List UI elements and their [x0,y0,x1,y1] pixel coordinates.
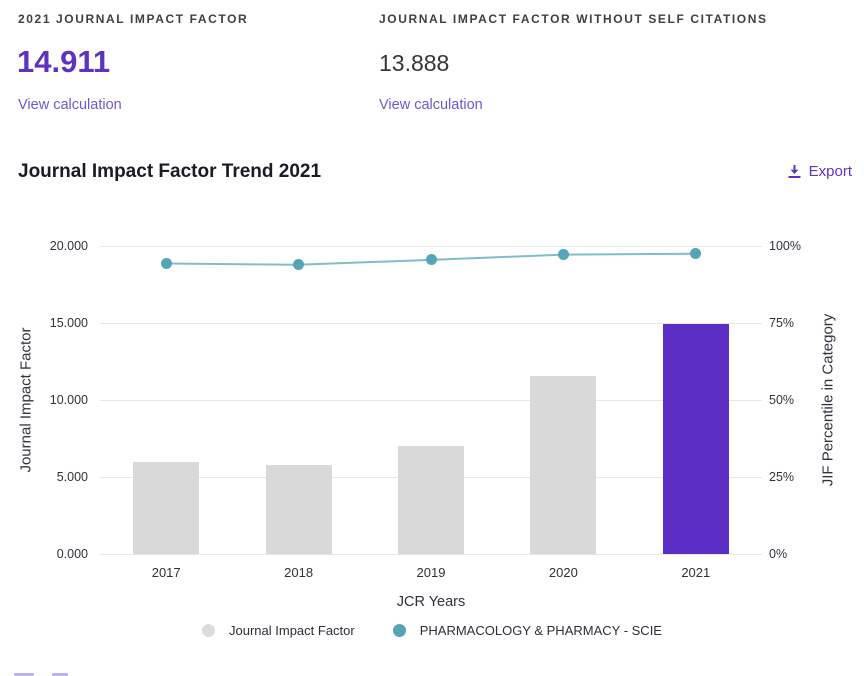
cutoff-text-fragment [14,673,34,676]
line-point-2020[interactable] [557,249,569,261]
gridline-20.000 [100,245,762,247]
y-axis-left-tick-20.000: 20.000 [49,239,88,253]
jif-metric-value: 14.911 [17,44,111,79]
y-axis-right-tick-100%: 100% [769,239,801,253]
bar-2017[interactable] [133,461,200,554]
x-axis-tick-2021: 2021 [681,565,711,580]
jif-without-self-view-calculation-link[interactable]: View calculation [379,97,483,113]
line-point-2019[interactable] [425,254,437,266]
jif-view-calculation-link[interactable]: View calculation [18,97,122,113]
legend-item-pharmacology-pharmacy-scie[interactable]: PHARMACOLOGY & PHARMACY - SCIE [392,623,662,638]
x-axis-tick-2018: 2018 [284,565,314,580]
y-axis-left-tick-15.000: 15.000 [49,316,88,330]
bar-2021[interactable] [662,324,729,554]
export-button-label: Export [808,163,852,180]
legend-dot [392,624,406,637]
download-icon [787,164,802,179]
left-axis-title: Journal Impact Factor [17,327,35,473]
jif-without-self-metric-label: JOURNAL IMPACT FACTOR WITHOUT SELF CITAT… [379,12,768,26]
y-axis-left-tick-10.000: 10.000 [49,393,88,407]
legend-label: Journal Impact Factor [229,623,355,638]
gridline-10.000 [100,399,762,401]
bar-2018[interactable] [265,464,332,554]
y-axis-left-tick-0.000: 0.000 [56,547,88,561]
export-button[interactable]: Export [787,163,852,180]
jif-metric-label: 2021 JOURNAL IMPACT FACTOR [18,12,249,26]
y-axis-right-tick-75%: 75% [769,316,795,330]
x-axis-tick-2020: 2020 [548,565,578,580]
y-axis-right-tick-0%: 0% [769,547,788,561]
gridline-0.000 [100,553,762,555]
right-axis-title: JIF Percentile in Category [819,313,837,487]
x-axis-tick-2019: 2019 [416,565,446,580]
chart-section-title: Journal Impact Factor Trend 2021 [18,161,322,182]
x-axis-tick-2017: 2017 [151,565,181,580]
legend-dot [202,624,216,637]
jif-without-self-metric-value: 13.888 [379,50,450,76]
percentile-line [166,252,696,266]
line-point-2021[interactable] [690,248,702,260]
line-point-2018[interactable] [293,259,305,271]
line-point-2017[interactable] [160,258,172,270]
legend-label: PHARMACOLOGY & PHARMACY - SCIE [419,623,662,638]
x-axis-title: JCR Years [396,594,466,610]
bar-2019[interactable] [398,445,464,554]
y-axis-right-tick-25%: 25% [769,470,795,484]
legend-item-journal-impact-factor[interactable]: Journal Impact Factor [202,623,355,638]
gridline-15.000 [100,322,762,324]
chart-legend: Journal Impact Factor PHARMACOLOGY & PHAR… [60,623,804,638]
cutoff-text-fragment [52,673,68,676]
y-axis-left-tick-5.000: 5.000 [56,470,88,484]
bar-2020[interactable] [530,375,597,554]
y-axis-right-tick-50%: 50% [769,393,795,407]
